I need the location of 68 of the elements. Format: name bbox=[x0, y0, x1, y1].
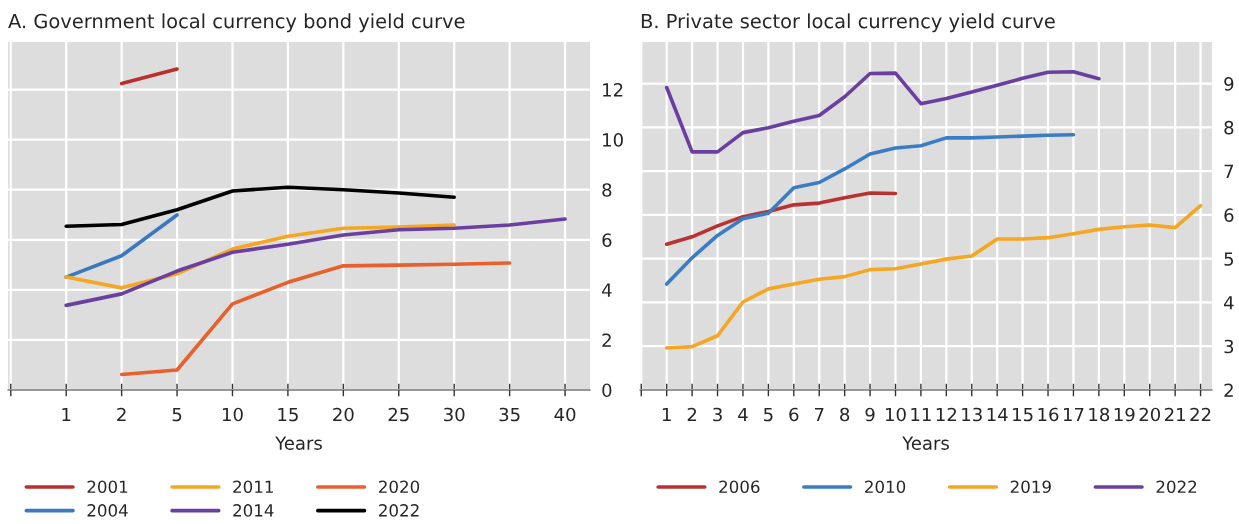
line-series bbox=[64, 185, 457, 229]
x-tick-label: 5 bbox=[172, 407, 182, 422]
y-tick-label: 9 bbox=[1224, 77, 1234, 91]
x-tick-label: 10 bbox=[885, 407, 906, 422]
legend-label: 2022 bbox=[379, 504, 419, 517]
x-tick-label: 1 bbox=[62, 407, 71, 422]
line-series bbox=[64, 217, 567, 308]
x-tick-label: 2 bbox=[687, 407, 697, 422]
y-tick-label: 7 bbox=[1224, 164, 1234, 178]
x-tick-label: 12 bbox=[936, 407, 957, 422]
x-tick-label: 3 bbox=[713, 407, 722, 422]
x-tick-label: 20 bbox=[333, 407, 354, 422]
x-tick-label: 11 bbox=[911, 407, 931, 422]
line-series bbox=[119, 261, 512, 377]
y-tick-label: 6 bbox=[1224, 208, 1234, 223]
chart-title: A. Government local currency bond yield curve bbox=[8, 13, 465, 33]
x-tick-label: 8 bbox=[840, 407, 850, 422]
legend-label: 2014 bbox=[233, 504, 274, 517]
x-tick-label: 6 bbox=[789, 407, 799, 422]
y-tick-label: 2 bbox=[1224, 383, 1233, 397]
x-axis-title: Years bbox=[902, 436, 949, 450]
x-tick-label: 22 bbox=[1190, 407, 1211, 422]
legend-label: 2020 bbox=[379, 480, 420, 494]
line-series bbox=[664, 203, 1203, 350]
line-series bbox=[664, 69, 1101, 154]
y-tick-label: 5 bbox=[1224, 252, 1234, 266]
y-tick-label: 3 bbox=[1224, 339, 1234, 354]
x-tick-label: 15 bbox=[278, 407, 298, 422]
x-tick-label: 9 bbox=[865, 407, 875, 422]
x-tick-label: 4 bbox=[738, 407, 748, 422]
legend-label: 2006 bbox=[719, 480, 760, 494]
x-tick-label: 20 bbox=[1139, 407, 1160, 422]
x-tick-label: 15 bbox=[1013, 407, 1033, 422]
y-tick-label: 10 bbox=[603, 133, 623, 147]
x-tick-label: 21 bbox=[1164, 407, 1185, 422]
legend-label: 2011 bbox=[233, 480, 273, 494]
legend-label: 2004 bbox=[87, 504, 128, 517]
x-tick-label: 5 bbox=[764, 407, 773, 422]
y-tick-label: 4 bbox=[1223, 296, 1234, 310]
y-tick-label: 2 bbox=[602, 333, 611, 347]
x-tick-label: 1 bbox=[662, 407, 671, 422]
y-tick-label: 12 bbox=[603, 83, 623, 97]
chart-title: B. Private sector local currency yield curve bbox=[641, 13, 1055, 33]
line-series bbox=[664, 191, 898, 247]
x-tick-label: 13 bbox=[962, 407, 982, 422]
x-axis-title: Years bbox=[275, 436, 322, 450]
legend-label: 2001 bbox=[87, 480, 128, 494]
y-tick-label: 8 bbox=[602, 183, 612, 197]
x-tick-label: 14 bbox=[987, 407, 1008, 422]
x-tick-label: 25 bbox=[388, 407, 409, 422]
x-tick-label: 16 bbox=[1038, 407, 1059, 422]
y-tick-label: 0 bbox=[602, 383, 612, 398]
legend-label: 2019 bbox=[1010, 480, 1051, 494]
line-series bbox=[664, 132, 1076, 286]
x-tick-label: 40 bbox=[554, 407, 576, 422]
x-tick-label: 7 bbox=[814, 407, 824, 422]
x-tick-label: 35 bbox=[499, 407, 520, 422]
y-tick-label: 6 bbox=[602, 233, 612, 247]
x-tick-label: 10 bbox=[222, 407, 243, 422]
x-tick-label: 19 bbox=[1114, 407, 1135, 422]
y-tick-label: 4 bbox=[601, 283, 612, 297]
legend-label: 2022 bbox=[1156, 480, 1197, 494]
y-tick-label: 8 bbox=[1224, 120, 1234, 135]
x-tick-label: 2 bbox=[117, 407, 126, 422]
x-tick-label: 18 bbox=[1089, 407, 1110, 422]
x-tick-label: 30 bbox=[444, 407, 465, 422]
legend-label: 2010 bbox=[865, 480, 906, 494]
x-tick-label: 17 bbox=[1063, 407, 1084, 422]
